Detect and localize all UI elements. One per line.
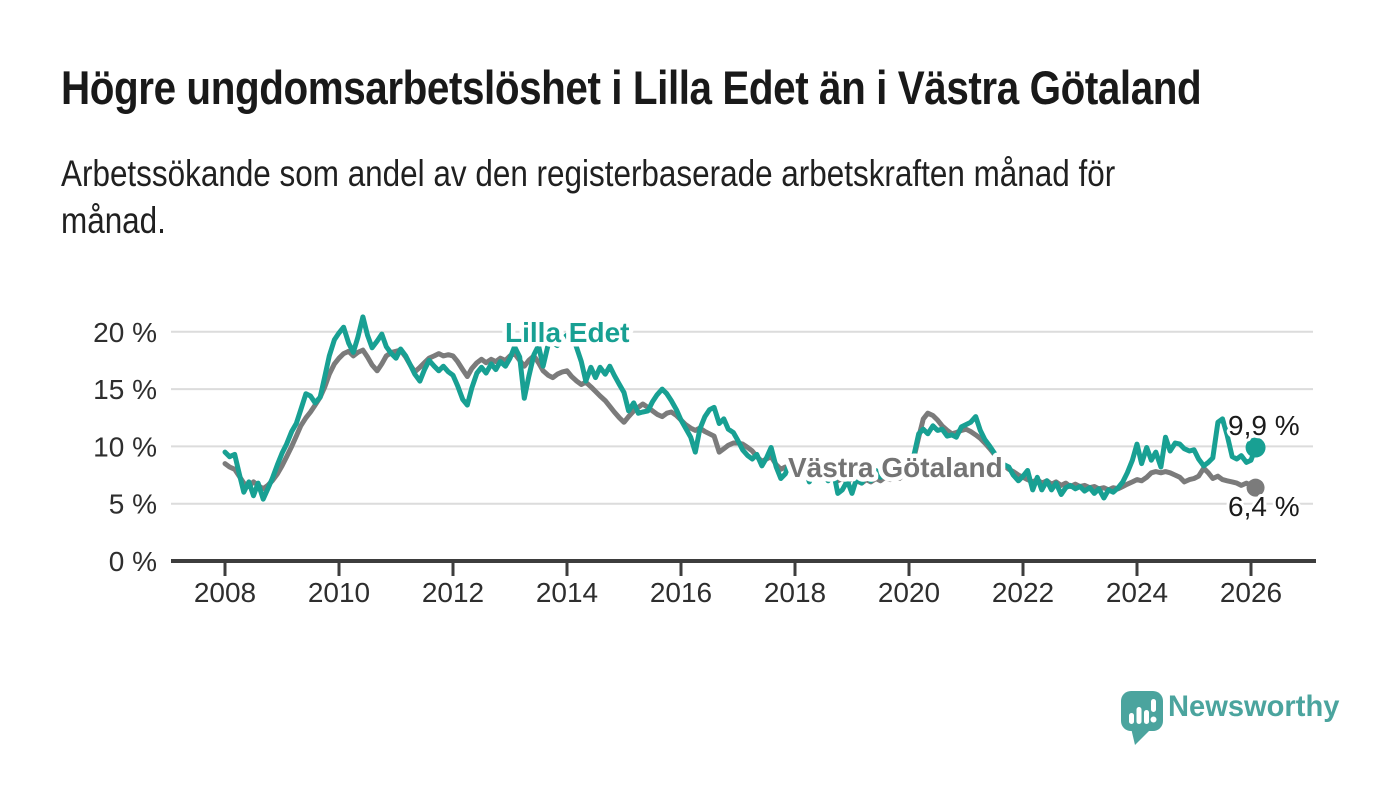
series-label-lilla-edet: Lilla Edet bbox=[505, 317, 629, 348]
data-series-lines bbox=[222, 314, 1259, 502]
x-tick-label: 2018 bbox=[764, 577, 826, 608]
y-tick-label: 20 % bbox=[93, 317, 157, 348]
series-end-dot-1 bbox=[1246, 478, 1265, 497]
x-tick-label: 2012 bbox=[422, 577, 484, 608]
chart-subtitle: Arbetssökande som andel av den registerb… bbox=[61, 153, 1116, 242]
series-line-1 bbox=[222, 347, 1259, 493]
y-tick-label: 5 % bbox=[109, 489, 157, 520]
series-end-dot-0 bbox=[1245, 437, 1266, 458]
logo-bar-3 bbox=[1144, 710, 1149, 724]
newsworthy-logo[interactable] bbox=[1121, 691, 1163, 745]
x-tick-label: 2010 bbox=[308, 577, 370, 608]
y-tick-label: 15 % bbox=[93, 374, 157, 405]
y-tick-label: 0 % bbox=[109, 546, 157, 577]
x-tick-label: 2024 bbox=[1106, 577, 1168, 608]
x-tick-label: 2022 bbox=[992, 577, 1054, 608]
logo-bubble bbox=[1121, 691, 1163, 731]
logo-exclamation-stem bbox=[1151, 699, 1156, 712]
x-tick-label: 2026 bbox=[1220, 577, 1282, 608]
x-axis bbox=[171, 559, 1316, 576]
series-end-dots bbox=[1245, 437, 1266, 497]
x-tick-label: 2020 bbox=[878, 577, 940, 608]
x-tick-label: 2016 bbox=[650, 577, 712, 608]
series-label-vastra-gotaland: Västra Götaland bbox=[788, 452, 1003, 483]
logo-exclamation-dot bbox=[1150, 716, 1157, 723]
page-title: Högre ungdomsarbetslöshet i Lilla Edet ä… bbox=[61, 61, 1202, 114]
logo-bar-2 bbox=[1136, 707, 1142, 724]
x-axis-labels: 2008 2010 2012 2014 2016 2018 2020 2022 2024 2026 bbox=[194, 577, 1282, 608]
newsworthy-logo-icon bbox=[1121, 691, 1163, 745]
end-value-label-lilla-edet: 9,9 % bbox=[1228, 410, 1300, 441]
brand-name[interactable]: Newsworthy bbox=[1168, 690, 1340, 723]
series-line-0 bbox=[222, 314, 1259, 502]
x-tick-label: 2014 bbox=[536, 577, 598, 608]
x-tick-label: 2008 bbox=[194, 577, 256, 608]
y-axis-labels: 0 % 5 % 10 % 15 % 20 % bbox=[93, 317, 157, 577]
end-value-label-vastra-gotaland: 6,4 % bbox=[1228, 491, 1300, 522]
logo-bar-1 bbox=[1129, 713, 1134, 724]
logo-bubble-tail bbox=[1131, 728, 1152, 745]
y-tick-label: 10 % bbox=[93, 431, 157, 462]
